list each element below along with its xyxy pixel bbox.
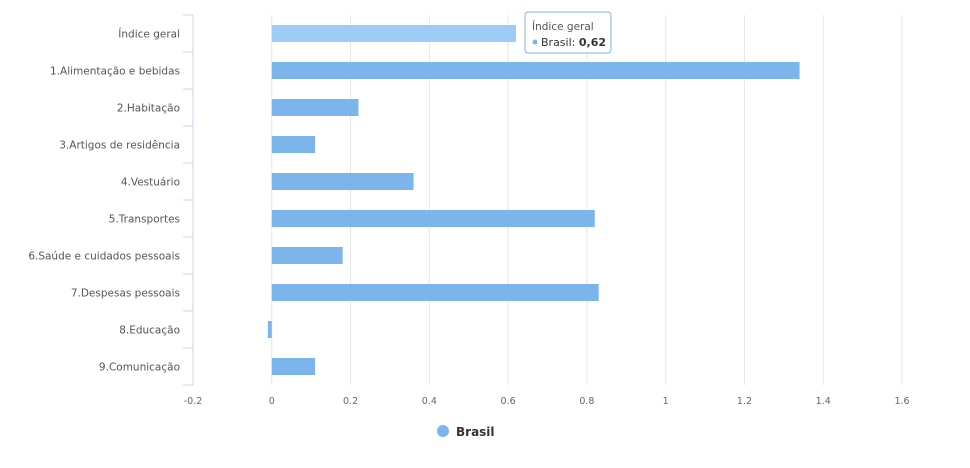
bar[interactable] xyxy=(271,62,800,79)
bar[interactable] xyxy=(271,210,595,227)
bar[interactable] xyxy=(271,284,599,301)
x-tick-label: 1.6 xyxy=(894,396,909,407)
legend[interactable]: Brasil xyxy=(437,425,495,439)
category-label: 3.Artigos de residência xyxy=(59,140,180,152)
bar[interactable] xyxy=(271,136,316,153)
tooltip-series-name: Brasil xyxy=(541,36,572,49)
x-tick-label: -0.2 xyxy=(184,396,203,407)
tooltip-title: Índice geral xyxy=(532,20,594,33)
x-tick-label: 0.8 xyxy=(579,396,594,407)
bar[interactable] xyxy=(271,25,516,42)
bar[interactable] xyxy=(271,99,359,116)
tooltip: Índice geral Brasil: 0,62 xyxy=(524,11,612,54)
x-tick-label: 1 xyxy=(663,396,669,407)
tooltip-series-marker xyxy=(532,39,538,45)
value-axis-labels: -0.2 0 0.2 0.4 0.6 0.8 1 1.2 1.4 1.6 xyxy=(184,396,910,407)
bar-series[interactable] xyxy=(267,25,800,375)
x-tick-label: 0.4 xyxy=(422,396,437,407)
category-label: 7.Despesas pessoais xyxy=(71,288,180,300)
tooltip-box xyxy=(524,11,612,54)
x-tick-label: 1.4 xyxy=(816,396,831,407)
legend-marker xyxy=(437,425,449,437)
category-label: 5.Transportes xyxy=(109,214,180,226)
legend-item-brasil[interactable]: Brasil xyxy=(456,425,495,439)
category-label: 2.Habitação xyxy=(117,103,180,115)
category-label: 4.Vestuário xyxy=(121,177,180,189)
bar[interactable] xyxy=(271,173,414,190)
x-tick-label: 1.2 xyxy=(737,396,752,407)
bar[interactable] xyxy=(271,247,343,264)
bar[interactable] xyxy=(267,321,272,338)
category-label: 6.Saúde e cuidados pessoais xyxy=(28,251,180,263)
x-tick-label: 0 xyxy=(269,396,275,407)
category-axis: Índice geral 1.Alimentação e bebidas 2.Hab… xyxy=(28,14,194,386)
category-label: 1.Alimentação e bebidas xyxy=(50,66,180,78)
x-tick-label: 0.2 xyxy=(343,396,358,407)
bar[interactable] xyxy=(271,358,316,375)
x-tick-label: 0.6 xyxy=(501,396,516,407)
category-label: 8.Educação xyxy=(119,325,180,337)
category-label: Índice geral xyxy=(118,28,180,41)
tooltip-series-label: Brasil: 0,62 xyxy=(541,36,606,49)
category-label: 9.Comunicação xyxy=(99,362,180,374)
tooltip-value: 0,62 xyxy=(579,36,606,49)
